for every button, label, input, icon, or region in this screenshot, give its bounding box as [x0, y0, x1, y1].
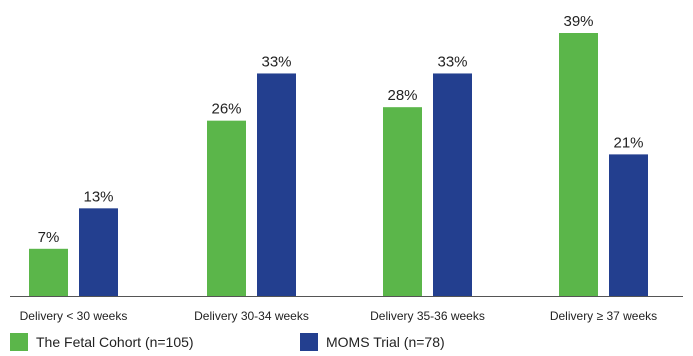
- bar-fetal-cohort-0: [29, 248, 68, 296]
- legend-swatch-fetal-cohort: [10, 333, 28, 351]
- data-label-fetal-cohort-3: 39%: [563, 13, 593, 30]
- data-label-moms-trial-0: 13%: [83, 188, 113, 205]
- data-label-moms-trial-1: 33%: [261, 53, 291, 70]
- bar-fetal-cohort-2: [383, 107, 422, 296]
- legend-item-fetal-cohort: The Fetal Cohort (n=105): [10, 333, 194, 351]
- legend-swatch-moms-trial: [300, 333, 318, 351]
- data-label-fetal-cohort-2: 28%: [387, 87, 417, 104]
- bar-moms-trial-2: [433, 73, 472, 296]
- category-label-1: Delivery 30-34 weeks: [194, 309, 309, 323]
- bar-moms-trial-0: [79, 208, 118, 296]
- data-label-moms-trial-2: 33%: [437, 53, 467, 70]
- category-label-2: Delivery 35-36 weeks: [370, 309, 485, 323]
- bar-fetal-cohort-3: [559, 33, 598, 296]
- data-label-fetal-cohort-1: 26%: [211, 101, 241, 118]
- data-label-moms-trial-3: 21%: [613, 134, 643, 151]
- data-label-fetal-cohort-0: 7%: [38, 229, 60, 246]
- category-label-3: Delivery ≥ 37 weeks: [550, 309, 657, 323]
- bar-moms-trial-1: [257, 73, 296, 296]
- legend: The Fetal Cohort (n=105) MOMS Trial (n=7…: [0, 333, 693, 355]
- bar-chart: 7% 13% Delivery < 30 weeks 26% 33% Delivery 3…: [10, 13, 683, 323]
- legend-item-moms-trial: MOMS Trial (n=78): [300, 333, 445, 351]
- category-label-0: Delivery < 30 weeks: [20, 309, 128, 323]
- legend-label-moms-trial: MOMS Trial (n=78): [326, 334, 445, 350]
- bar-fetal-cohort-1: [207, 120, 246, 297]
- bar-moms-trial-3: [609, 154, 648, 296]
- legend-label-fetal-cohort: The Fetal Cohort (n=105): [36, 334, 194, 350]
